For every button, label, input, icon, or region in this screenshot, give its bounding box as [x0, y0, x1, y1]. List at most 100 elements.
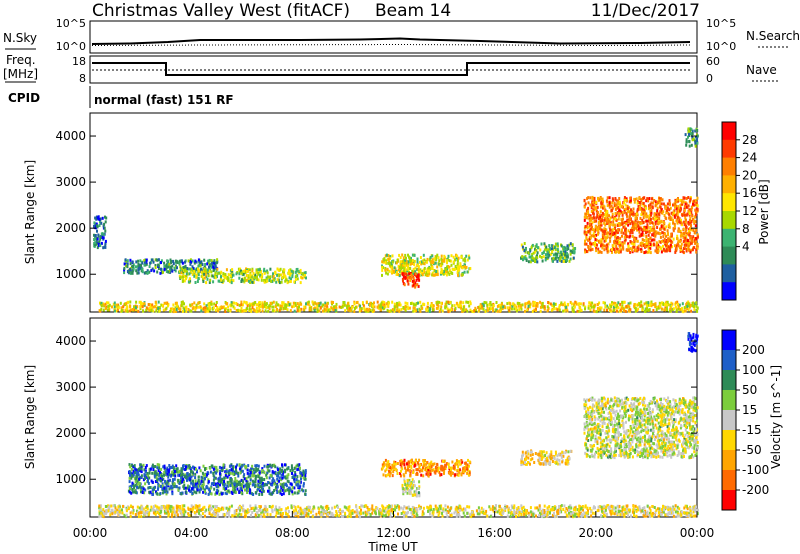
echo-cell — [596, 205, 599, 209]
echo-cell — [640, 233, 643, 236]
echo-cell — [128, 506, 130, 510]
echo-cell — [477, 306, 480, 309]
echo-cell — [627, 209, 630, 213]
echo-cell — [209, 507, 212, 511]
echo-cell — [570, 302, 573, 306]
echo-cell — [506, 505, 509, 509]
echo-cell — [520, 243, 523, 247]
echo-cell — [409, 266, 411, 270]
echo-cell — [100, 241, 103, 245]
echo-cell — [359, 304, 362, 308]
echo-cell — [148, 265, 151, 268]
echo-cell — [678, 239, 681, 243]
echo-cell — [588, 222, 591, 226]
echo-cell — [633, 303, 636, 307]
echo-cell — [243, 515, 246, 519]
echo-cell — [617, 301, 620, 305]
echo-cell — [566, 244, 569, 248]
echo-cell — [388, 310, 391, 313]
echo-cell — [99, 504, 102, 508]
echo-cell — [383, 305, 386, 309]
echo-cell — [641, 221, 644, 225]
echo-cell — [592, 242, 595, 246]
echo-cell — [533, 301, 536, 305]
echo-cell — [332, 301, 334, 304]
echo-cell — [627, 309, 630, 313]
echo-cell — [662, 239, 665, 243]
echo-cell — [157, 506, 160, 510]
echo-cell — [294, 303, 297, 307]
echo-cell — [544, 258, 547, 262]
colorbar-swatch — [722, 122, 736, 141]
echo-cell — [416, 283, 419, 287]
echo-cell — [440, 254, 443, 258]
echo-cell — [649, 304, 652, 307]
echo-cell — [626, 218, 629, 222]
echo-cell — [413, 507, 416, 511]
echo-cell — [666, 206, 669, 210]
echo-cell — [564, 246, 567, 250]
echo-cell — [126, 259, 129, 263]
echo-cell — [662, 235, 665, 239]
echo-cell — [393, 305, 396, 309]
echo-cell — [604, 244, 607, 248]
echo-cell — [204, 307, 207, 311]
echo-cell — [228, 280, 231, 284]
echo-cell — [650, 208, 653, 212]
echo-cell — [654, 204, 657, 208]
echo-cell — [398, 309, 401, 313]
echo-cell — [633, 228, 635, 232]
echo-cell — [475, 308, 477, 312]
echo-cell — [586, 197, 589, 201]
echo-cell — [194, 272, 197, 276]
echo-cell — [125, 307, 128, 311]
echo-cell — [677, 207, 680, 211]
echo-cell — [165, 301, 168, 305]
echo-cell — [478, 308, 481, 312]
echo-cell — [188, 267, 191, 271]
echo-cell — [501, 302, 503, 306]
echo-cell — [256, 275, 258, 279]
echo-cell — [402, 279, 404, 283]
echo-cell — [174, 301, 177, 305]
echo-cell — [656, 226, 659, 229]
echo-cell — [456, 259, 459, 263]
echo-cell — [391, 260, 394, 264]
echo-cell — [648, 514, 651, 518]
echo-cell — [401, 253, 404, 257]
echo-cell — [630, 229, 632, 232]
echo-cell — [486, 309, 489, 313]
echo-cell — [645, 307, 648, 311]
echo-cell — [393, 514, 396, 518]
echo-cell — [602, 206, 604, 210]
echo-cell — [255, 310, 258, 314]
echo-cell — [94, 237, 96, 241]
echo-cell — [565, 513, 568, 517]
echo-cell — [619, 245, 622, 249]
echo-cell — [609, 222, 612, 226]
echo-cell — [693, 221, 696, 225]
echo-cell — [411, 505, 414, 509]
echo-cell — [278, 308, 281, 312]
echo-cell — [597, 232, 599, 236]
echo-cell — [535, 307, 537, 311]
echo-cell — [104, 229, 107, 233]
echo-cell — [683, 205, 686, 209]
echo-cell — [541, 305, 544, 309]
echo-cell — [198, 508, 200, 512]
echo-cell — [678, 220, 681, 224]
echo-cell — [678, 303, 681, 307]
echo-cell — [547, 248, 550, 252]
echo-cell — [386, 267, 389, 271]
echo-cell — [541, 259, 544, 263]
echo-cell — [446, 261, 448, 265]
echo-cell — [138, 300, 141, 304]
echo-cell — [546, 508, 549, 511]
echo-cell — [587, 210, 590, 214]
echo-cell — [642, 203, 645, 207]
echo-cell — [187, 512, 190, 516]
echo-cell — [389, 512, 392, 516]
echo-cell — [257, 509, 260, 513]
echo-cell — [407, 282, 410, 286]
echo-cell — [418, 278, 421, 282]
